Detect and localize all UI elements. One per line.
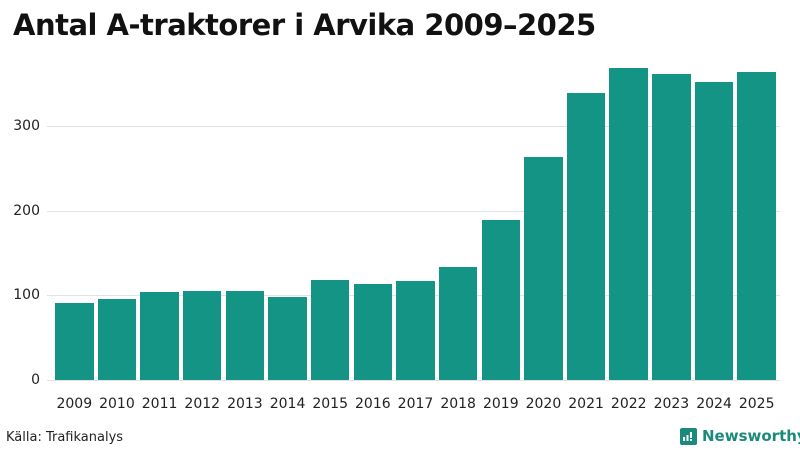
- gridline-200: [47, 210, 780, 212]
- gridline-0: [47, 379, 780, 381]
- plot-area: [47, 40, 780, 381]
- bar-2017: [396, 281, 435, 380]
- y-tick-100: 100: [13, 287, 40, 303]
- bar-2009: [55, 303, 94, 380]
- x-tick-2009: 2009: [56, 396, 93, 412]
- bar-2015: [310, 279, 350, 380]
- source-note: Källa: Trafikanalys: [6, 430, 124, 445]
- x-tick-2020: 2020: [525, 396, 562, 412]
- bar-2016: [353, 284, 393, 380]
- bar-2021: [566, 93, 606, 380]
- x-tick-2017: 2017: [397, 396, 434, 412]
- bar-2024: [694, 82, 734, 380]
- brand-logo: Newsworthy: [680, 427, 800, 445]
- x-tick-2024: 2024: [696, 396, 732, 412]
- bar-2019: [481, 219, 520, 380]
- x-tick-2023: 2023: [653, 396, 690, 412]
- bar-2020: [524, 157, 563, 380]
- newsworthy-chart-icon: [680, 427, 697, 445]
- chart-title: Antal A-traktorer i Arvika 2009–2025: [13, 8, 596, 42]
- bar-2012: [182, 290, 222, 380]
- y-tick-0: 0: [31, 371, 40, 388]
- x-tick-2011: 2011: [141, 396, 178, 412]
- x-tick-2018: 2018: [440, 396, 476, 412]
- y-tick-300: 300: [13, 118, 40, 134]
- bar-2013: [225, 290, 265, 380]
- bar-2018: [438, 267, 478, 380]
- x-tick-2010: 2010: [99, 396, 135, 412]
- x-tick-2022: 2022: [610, 396, 647, 412]
- bar-2014: [268, 296, 307, 380]
- x-tick-2021: 2021: [568, 396, 604, 412]
- bar-series: [55, 40, 780, 380]
- bar-2011: [140, 291, 179, 380]
- x-tick-2019: 2019: [482, 396, 519, 412]
- bar-2023: [652, 73, 691, 380]
- x-tick-2014: 2014: [269, 396, 306, 412]
- bar-2010: [97, 299, 137, 380]
- x-tick-2016: 2016: [355, 396, 391, 412]
- brand-name: Newsworthy: [702, 427, 800, 445]
- x-tick-2025: 2025: [738, 396, 775, 412]
- x-tick-2015: 2015: [312, 396, 348, 412]
- gridline-300: [47, 126, 780, 127]
- x-tick-2013: 2013: [227, 396, 263, 412]
- bar-2022: [609, 67, 648, 380]
- y-tick-200: 200: [13, 202, 40, 219]
- bar-2025: [737, 71, 776, 380]
- x-tick-2012: 2012: [184, 396, 221, 412]
